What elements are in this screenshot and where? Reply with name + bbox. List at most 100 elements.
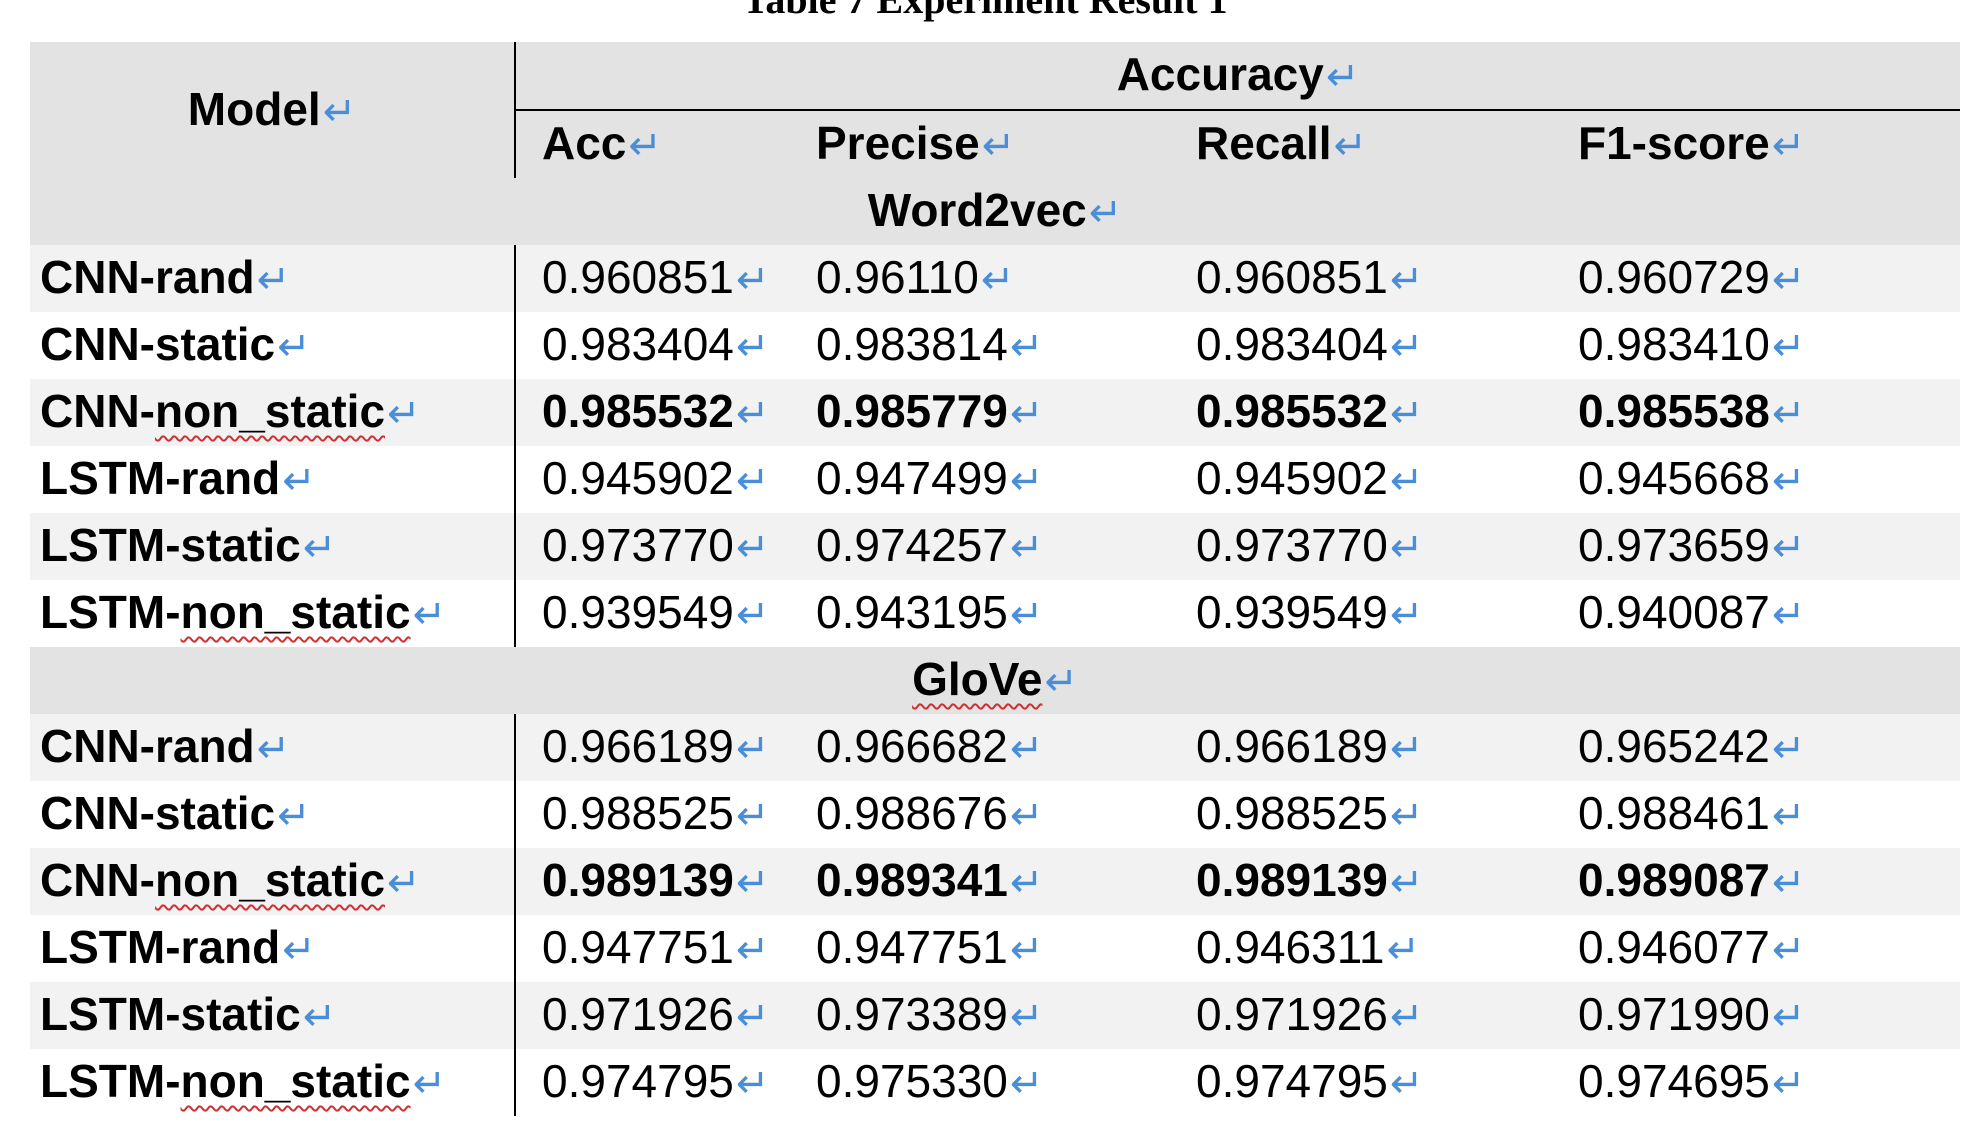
return-mark: ↵	[1009, 861, 1044, 905]
model-name: LSTM-rand	[40, 921, 281, 973]
table-row: LSTM-non_static↵ 0.974795↵ 0.975330↵ 0.9747…	[30, 1049, 1960, 1116]
metric-header-acc: Acc↵	[515, 110, 790, 178]
metric-value: 0.945902	[542, 452, 734, 504]
model-cell: LSTM-rand↵	[30, 446, 516, 513]
metric-value-cell: 0.971926↵	[515, 982, 790, 1049]
return-mark: ↵	[1325, 55, 1360, 99]
metric-value-cell: 0.988525↵	[515, 781, 790, 848]
metric-label: Recall	[1196, 117, 1332, 169]
metric-value-cell: 0.973659↵	[1552, 513, 1961, 580]
model-name: CNN-non_static	[40, 385, 386, 437]
metric-value: 0.965242	[1578, 720, 1770, 772]
metric-value: 0.973659	[1578, 519, 1770, 571]
return-mark: ↵	[322, 89, 357, 134]
metric-value: 0.939549	[542, 586, 734, 638]
return-mark: ↵	[1771, 861, 1806, 905]
metric-value: 0.973770	[1196, 519, 1388, 571]
return-mark: ↵	[980, 258, 1015, 302]
return-mark: ↵	[735, 593, 770, 637]
metric-value: 0.989341	[816, 854, 1008, 906]
accuracy-header: Accuracy	[1116, 48, 1324, 100]
return-mark: ↵	[277, 794, 311, 838]
metric-value: 0.960729	[1578, 251, 1770, 303]
metric-value: 0.988525	[542, 787, 734, 839]
return-mark: ↵	[302, 995, 337, 1039]
metric-value: 0.971926	[1196, 988, 1388, 1040]
return-mark: ↵	[1009, 727, 1044, 771]
model-name: LSTM-rand	[40, 452, 281, 504]
metric-value: 0.974257	[816, 519, 1008, 571]
metric-value-cell: 0.943195↵	[790, 580, 1170, 647]
return-mark: ↵	[1386, 928, 1420, 972]
metric-value-cell: 0.939549↵	[515, 580, 790, 647]
return-mark: ↵	[735, 258, 770, 302]
metric-header-precise: Precise↵	[790, 110, 1170, 178]
model-cell: CNN-rand↵	[30, 714, 516, 781]
return-mark: ↵	[1771, 1062, 1806, 1106]
metric-value-cell: 0.974795↵	[1170, 1049, 1552, 1116]
return-mark: ↵	[735, 392, 770, 436]
return-mark: ↵	[735, 325, 770, 369]
return-mark: ↵	[302, 526, 337, 570]
metric-label: Acc	[542, 117, 627, 169]
metric-value: 0.983404	[1196, 318, 1388, 370]
table-caption: Table 7 Experiment Result 1	[0, 0, 1970, 22]
metric-value: 0.974695	[1578, 1055, 1770, 1107]
metric-value-cell: 0.966189↵	[1170, 714, 1552, 781]
return-mark: ↵	[1009, 1062, 1044, 1106]
metric-value-cell: 0.985532↵	[1170, 379, 1552, 446]
return-mark: ↵	[282, 928, 316, 972]
return-mark: ↵	[735, 459, 770, 503]
metric-value: 0.989087	[1578, 854, 1770, 906]
model-header-cell: Model↵	[30, 42, 516, 178]
return-mark: ↵	[735, 1062, 770, 1106]
metric-value: 0.947499	[816, 452, 1008, 504]
return-mark: ↵	[735, 861, 770, 905]
metric-value-cell: 0.988676↵	[790, 781, 1170, 848]
return-mark: ↵	[735, 995, 770, 1039]
section-title: GloVe	[912, 653, 1043, 705]
return-mark: ↵	[1771, 794, 1806, 838]
accuracy-header-cell: Accuracy↵	[515, 42, 1961, 111]
model-header: Model	[187, 82, 321, 135]
metric-value-cell: 0.983410↵	[1552, 312, 1960, 379]
return-mark: ↵	[735, 526, 770, 570]
return-mark: ↵	[1771, 593, 1806, 637]
metric-value-cell: 0.947751↵	[790, 915, 1170, 982]
model-name: CNN-non_static	[40, 854, 386, 906]
metric-value: 0.971990	[1578, 988, 1770, 1040]
metric-value: 0.975330	[816, 1055, 1008, 1107]
metric-value: 0.966189	[542, 720, 734, 772]
metric-value: 0.983404	[542, 318, 734, 370]
model-cell: CNN-non_static↵	[30, 379, 516, 446]
metric-value-cell: 0.974257↵	[790, 513, 1170, 580]
return-mark: ↵	[1389, 325, 1424, 369]
metric-value: 0.947751	[816, 921, 1008, 973]
metric-value-cell: 0.960729↵	[1552, 245, 1961, 312]
results-table-body: Model↵ Accuracy↵ Acc↵ Precise↵ Recall↵ F…	[30, 42, 1961, 1116]
model-name: LSTM-non_static	[40, 586, 411, 638]
model-cell: CNN-static↵	[30, 781, 516, 848]
metric-value-cell: 0.947499↵	[790, 446, 1170, 513]
return-mark: ↵	[735, 794, 770, 838]
metric-value-cell: 0.989087↵	[1552, 848, 1961, 915]
return-mark: ↵	[1009, 928, 1044, 972]
metric-value-cell: 0.945668↵	[1552, 446, 1960, 513]
model-cell: LSTM-static↵	[30, 982, 516, 1049]
metric-value-cell: 0.973389↵	[790, 982, 1170, 1049]
metric-value-cell: 0.989341↵	[790, 848, 1170, 915]
return-mark: ↵	[1333, 124, 1368, 168]
return-mark: ↵	[1088, 191, 1123, 235]
metric-header-f1: F1-score↵	[1552, 110, 1961, 178]
metric-value: 0.983814	[816, 318, 1008, 370]
metric-label: F1-score	[1578, 117, 1770, 169]
return-mark: ↵	[1771, 995, 1806, 1039]
section-title: Word2vec	[867, 184, 1087, 236]
return-mark: ↵	[1389, 459, 1424, 503]
model-name: CNN-rand	[40, 720, 255, 772]
metric-value: 0.943195	[816, 586, 1008, 638]
table-row: LSTM-static↵ 0.973770↵ 0.974257↵ 0.973770↵ 0…	[30, 513, 1961, 580]
metric-value-cell: 0.946077↵	[1552, 915, 1960, 982]
model-cell: CNN-rand↵	[30, 245, 516, 312]
header-row-group: Model↵ Accuracy↵	[30, 42, 1961, 178]
